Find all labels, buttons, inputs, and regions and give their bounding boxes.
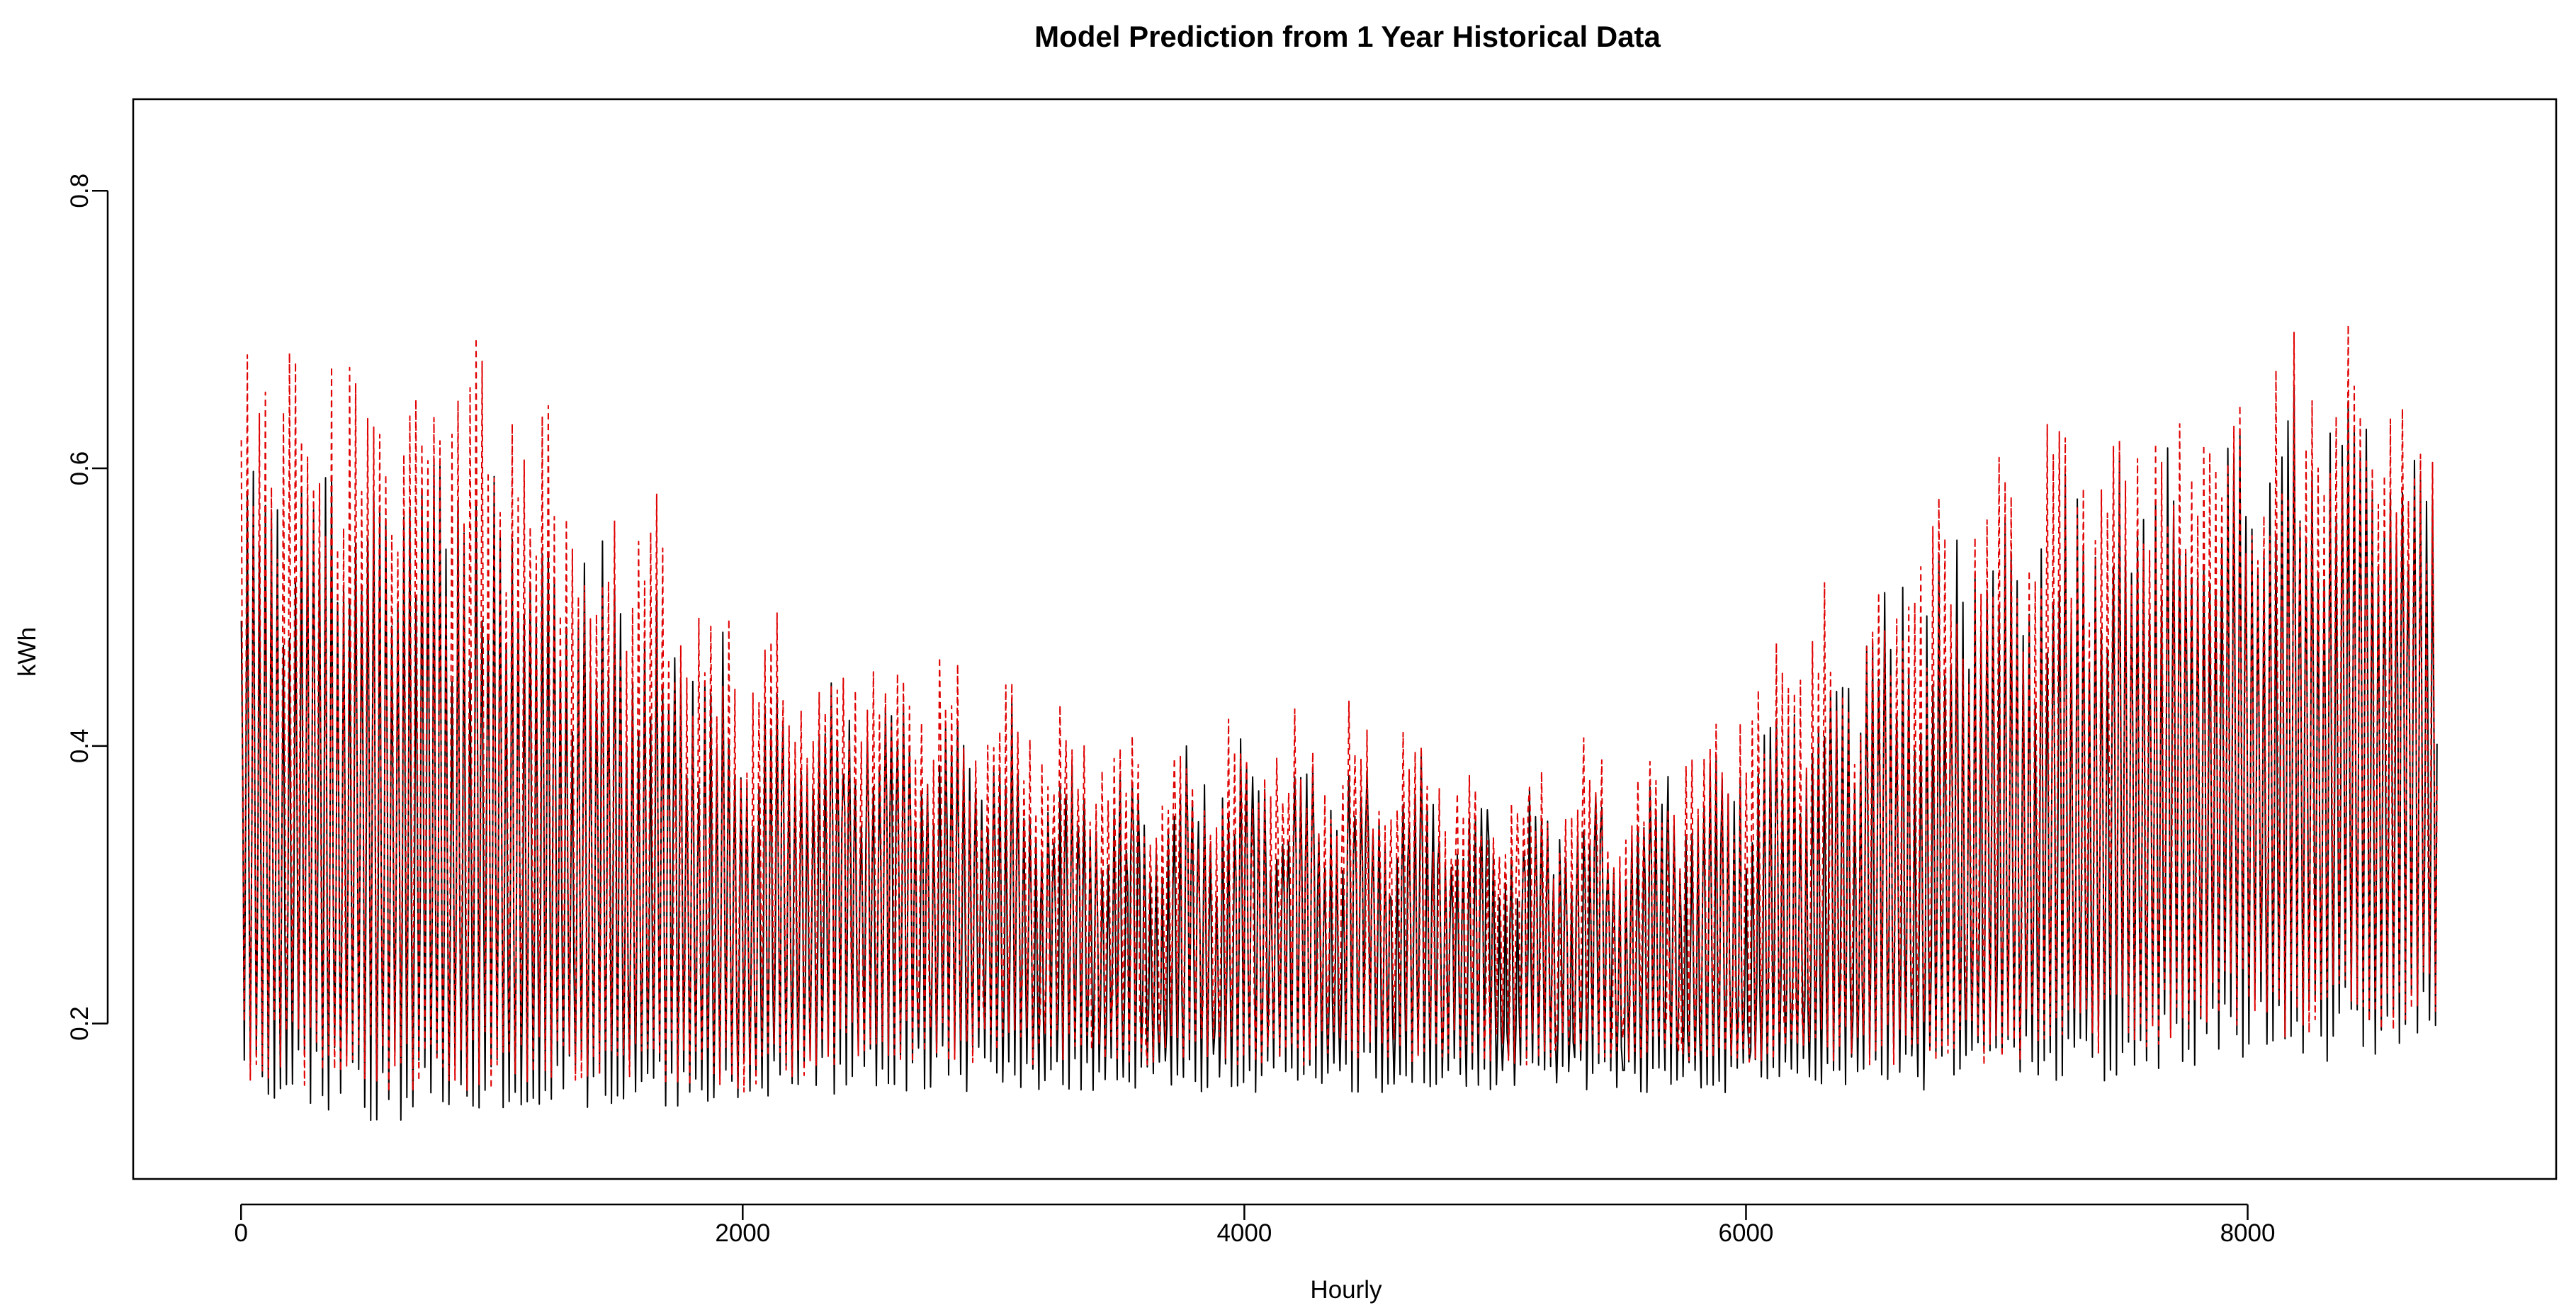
y-axis: 0.2 0.4 0.6 0.8 xyxy=(66,174,109,1041)
y-axis-label: kWh xyxy=(13,627,41,677)
y-tick-label: 0.4 xyxy=(66,729,94,764)
series-line-dashed xyxy=(240,324,2438,1093)
x-tick-label: 4000 xyxy=(1216,1219,1272,1247)
x-axis-label: Hourly xyxy=(1310,1276,1382,1304)
series-layer xyxy=(240,324,2438,1122)
y-tick-label: 0.2 xyxy=(66,1006,94,1041)
x-axis: 0 2000 4000 6000 8000 xyxy=(235,1203,2276,1247)
y-tick-label: 0.8 xyxy=(66,174,94,208)
chart-title: Model Prediction from 1 Year Historical … xyxy=(1034,20,1661,53)
x-tick-label: 8000 xyxy=(2220,1219,2276,1247)
x-tick-label: 6000 xyxy=(1719,1219,1774,1247)
plot-frame xyxy=(132,98,2558,1180)
x-tick-label: 0 xyxy=(235,1219,248,1247)
y-tick-label: 0.6 xyxy=(66,451,94,486)
x-tick-label: 2000 xyxy=(715,1219,770,1247)
